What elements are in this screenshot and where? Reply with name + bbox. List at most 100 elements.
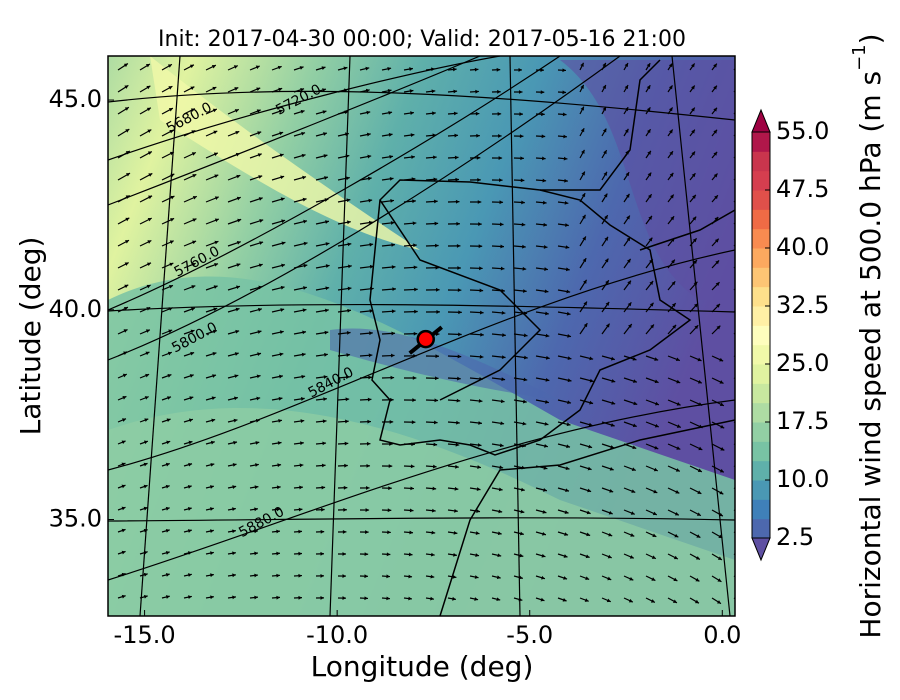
wind-arrow-head [697, 379, 702, 384]
wind-arrow-head [210, 440, 215, 445]
wind-arrow-head [588, 444, 593, 449]
colorbar-band [752, 209, 770, 230]
wind-arrow-head [670, 194, 674, 199]
wind-arrow-head [213, 285, 218, 289]
wind-arrow-head [409, 530, 414, 535]
wind-arrow-head [212, 329, 217, 334]
wind-arrow-head [521, 222, 526, 227]
wind-arrow-head [435, 265, 440, 270]
wind-arrow-head [388, 464, 393, 469]
wind-arrow-head [212, 374, 217, 378]
colorbar-band [752, 248, 770, 268]
wind-arrow-head [545, 311, 549, 316]
colorbar-band [752, 306, 770, 326]
wind-arrow-head [605, 323, 610, 328]
meridian [671, 56, 731, 616]
wind-arrow-head [412, 199, 416, 204]
wind-arrow-head [589, 400, 594, 405]
wind-arrow-head [567, 334, 572, 338]
wind-arrow-head [167, 351, 172, 356]
wind-arrow-head [454, 486, 459, 491]
wind-arrow-head [234, 352, 239, 356]
wind-arrow-head [604, 236, 609, 241]
wind-arrow-head [502, 333, 506, 337]
wind-arrow-head [258, 263, 263, 268]
wind-arrow-head [582, 214, 586, 219]
wind-arrow-head [540, 68, 544, 73]
wind-arrow-head [477, 200, 482, 204]
wind-arrow-head [566, 444, 570, 449]
wind-arrow-head [602, 106, 606, 111]
wind-arrow-head [342, 552, 346, 556]
wind-arrow-head [411, 177, 416, 182]
wind-arrow-head [523, 333, 528, 338]
wind-arrow-head [148, 195, 153, 200]
wind-arrow-head [610, 423, 615, 427]
wind-arrow-head [563, 576, 568, 580]
wind-arrow-head [672, 324, 677, 329]
wind-arrow-head [168, 108, 173, 112]
wind-arrow-head [234, 109, 239, 113]
wind-arrow-head [455, 442, 460, 447]
wind-arrow-head [187, 573, 192, 577]
wind-arrow-head [342, 596, 346, 601]
wind-arrow-head [714, 195, 718, 200]
wind-arrow-head [646, 107, 651, 112]
wind-arrow-head [479, 266, 483, 271]
x-tick-label: 0.0 [703, 621, 741, 649]
wind-arrow-head [519, 553, 524, 558]
wind-arrow-head [651, 555, 656, 559]
wind-arrow-head [611, 379, 616, 383]
wind-arrow-head [713, 107, 717, 112]
wind-arrow-head [278, 87, 283, 92]
contour [108, 56, 481, 206]
wind-arrow-head [388, 110, 393, 115]
wind-arrow-head [257, 330, 262, 334]
wind-arrow-head [237, 218, 242, 223]
wind-arrow [733, 443, 735, 446]
wind-arrow-head [627, 302, 632, 307]
wind-arrow-head [323, 132, 327, 136]
wind-arrow-head [479, 310, 484, 315]
wind-arrow-head [692, 194, 696, 199]
wind-arrow-head [742, 469, 746, 472]
wind-arrow-head [669, 172, 674, 177]
wind-arrow-head [369, 309, 374, 313]
wind-arrow-head [545, 333, 550, 338]
wind-arrow-head [742, 425, 746, 428]
wind-arrow-head [478, 222, 482, 226]
wind-arrow-head [388, 132, 393, 137]
wind-arrow-head [455, 177, 459, 182]
wind-arrow-head [124, 85, 129, 89]
wind-arrow-head [676, 379, 681, 384]
wind-arrow-head [668, 85, 673, 90]
wind-arrow-head [192, 240, 197, 245]
wind-arrow-head [522, 399, 527, 404]
wind-arrow-head [255, 463, 259, 467]
x-axis-label: Longitude (deg) [311, 650, 534, 683]
wind-arrow-head [188, 440, 193, 445]
wind-arrow-head [146, 85, 151, 90]
wind-arrow-head [165, 595, 170, 599]
wind-arrow-head [587, 488, 592, 493]
wind-arrow-head [543, 222, 548, 227]
wind-arrow-head [652, 533, 657, 537]
coastlines [369, 59, 735, 616]
wind-arrow-head [475, 89, 479, 94]
wind-arrow-head [191, 262, 196, 267]
wind-arrow-head [582, 236, 586, 241]
colorbar-tick-label: 25.0 [776, 349, 829, 377]
wind-arrow-head [189, 396, 194, 400]
wind-arrow-head [587, 466, 592, 471]
wind-arrow-head [347, 286, 352, 291]
wind-arrow-head [565, 223, 569, 227]
wind-arrow-head [346, 198, 351, 203]
wind-arrow-head [520, 178, 525, 183]
wind-arrow-head [234, 374, 239, 379]
colorbar-band [752, 441, 770, 462]
wind-arrow-head [278, 418, 282, 423]
wind-arrow-head [276, 485, 281, 490]
wind-arrow-head [474, 67, 479, 72]
wind-arrow-head [368, 375, 372, 380]
